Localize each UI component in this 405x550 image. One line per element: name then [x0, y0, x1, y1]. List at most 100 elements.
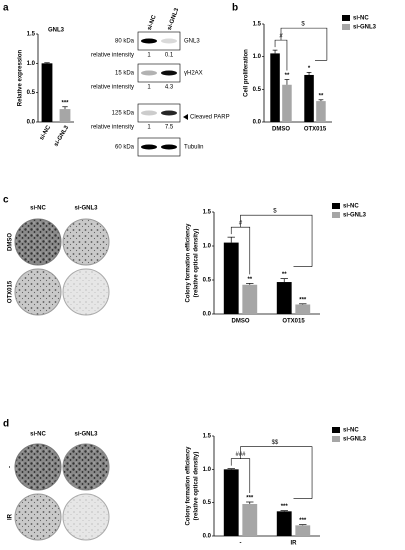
y-tick-label: 0.5 — [203, 278, 212, 284]
colony-dish — [14, 443, 62, 491]
y-tick-label: 0.5 — [203, 500, 212, 506]
blot-frame — [137, 103, 181, 123]
bar — [270, 53, 280, 122]
bar — [276, 282, 292, 314]
y-tick-label: 1.0 — [253, 54, 262, 60]
kda-label: 15 kDa — [115, 71, 135, 77]
kda-label: 125 kDa — [112, 111, 135, 117]
lane-label: si-NC — [147, 14, 158, 31]
intensity-value: 1 — [147, 53, 151, 59]
kda-label: 80 kDa — [115, 39, 135, 45]
blot-frame — [137, 137, 181, 157]
legend-swatch — [332, 203, 340, 209]
bracket — [280, 27, 328, 61]
colony-dish — [14, 493, 62, 541]
bracket-label: $ — [301, 22, 305, 28]
blot-band — [141, 110, 157, 116]
colony-dish — [62, 443, 110, 491]
blot-band — [141, 70, 157, 76]
y-tick-label: 1.5 — [27, 32, 36, 38]
bracket — [240, 446, 313, 499]
intensity-label: relative intensity — [91, 53, 134, 59]
y-tick-label: 0.5 — [253, 87, 262, 93]
y-tick-label: 0.0 — [27, 120, 36, 126]
legend-swatch — [332, 427, 340, 433]
row-label: - — [8, 466, 14, 468]
row-label: OTX015 — [8, 280, 14, 303]
intensity-value: 7.5 — [165, 125, 174, 131]
y-tick-label: 1.0 — [203, 467, 212, 473]
colony-dish — [62, 493, 110, 541]
significance: *** — [281, 504, 289, 510]
bar — [242, 284, 258, 314]
bar — [59, 109, 71, 122]
band-label: Tubulin — [184, 145, 203, 151]
bar — [282, 84, 292, 122]
bracket-label: # — [279, 34, 283, 40]
bracket-label: $$ — [272, 440, 279, 446]
y-tick-label: 0.0 — [203, 534, 212, 540]
significance: ** — [319, 93, 324, 99]
legend-label: si-GNL3 — [343, 213, 367, 219]
bracket-label: # — [239, 221, 243, 227]
blot-band — [161, 110, 177, 116]
legend-swatch — [342, 15, 350, 21]
x-tick-label: si-NC — [39, 124, 52, 141]
panel-letter: d — [3, 419, 9, 430]
panel-letter: b — [232, 3, 238, 14]
lane-label: si-GNL3 — [167, 7, 181, 31]
bar — [223, 469, 239, 536]
legend-label: si-NC — [343, 428, 359, 434]
blot-band — [161, 70, 177, 76]
colony-dish — [62, 218, 110, 266]
y-axis-label: (relative optical density) — [194, 452, 200, 521]
panel-letter: a — [3, 3, 9, 14]
intensity-value: 0.1 — [165, 53, 174, 59]
bracket — [230, 458, 251, 493]
significance: ** — [285, 73, 290, 79]
x-tick-label: - — [240, 541, 242, 547]
legend-label: si-NC — [353, 16, 369, 22]
legend-label: si-NC — [343, 204, 359, 210]
bar — [223, 242, 239, 314]
bar — [295, 304, 311, 314]
blot-frame — [137, 63, 181, 83]
blot-band — [141, 144, 157, 150]
legend-swatch — [332, 436, 340, 442]
x-tick-label: IR — [291, 541, 298, 547]
y-tick-label: 0.5 — [27, 90, 36, 96]
bar — [276, 511, 292, 536]
x-tick-label: OTX015 — [304, 127, 327, 133]
y-axis-label: Colony formation efficiency — [186, 223, 192, 303]
band-label: γH2AX — [184, 71, 203, 77]
arrow — [183, 114, 188, 120]
band-label: GNL3 — [184, 39, 200, 45]
legend-swatch — [332, 212, 340, 218]
panel-letter: c — [3, 195, 9, 206]
x-tick-label: DMSO — [232, 319, 250, 325]
significance: *** — [246, 496, 254, 502]
column-label: si-NC — [30, 206, 46, 212]
blot-band — [161, 144, 177, 150]
colony-dish — [14, 268, 62, 316]
bar — [242, 504, 258, 536]
column-label: si-NC — [30, 432, 46, 438]
kda-label: 60 kDa — [115, 145, 135, 151]
significance: * — [308, 66, 311, 72]
y-axis-label: Cell proliferation — [244, 49, 250, 97]
y-axis-label: (relative optical density) — [194, 229, 200, 298]
y-tick-label: 1.5 — [203, 210, 212, 216]
intensity-label: relative intensity — [91, 85, 134, 91]
y-axis-label: Colony formation efficiency — [186, 446, 192, 526]
y-tick-label: 0.0 — [253, 120, 262, 126]
intensity-value: 4.3 — [165, 85, 174, 91]
bracket — [240, 214, 313, 267]
column-label: si-GNL3 — [74, 206, 98, 212]
bar — [295, 525, 311, 536]
colony-dish — [62, 268, 110, 316]
legend-swatch — [342, 24, 350, 30]
band-label: Cleaved PARP — [190, 115, 230, 121]
y-axis-label: Relative expression — [18, 49, 24, 106]
bar — [304, 74, 314, 122]
